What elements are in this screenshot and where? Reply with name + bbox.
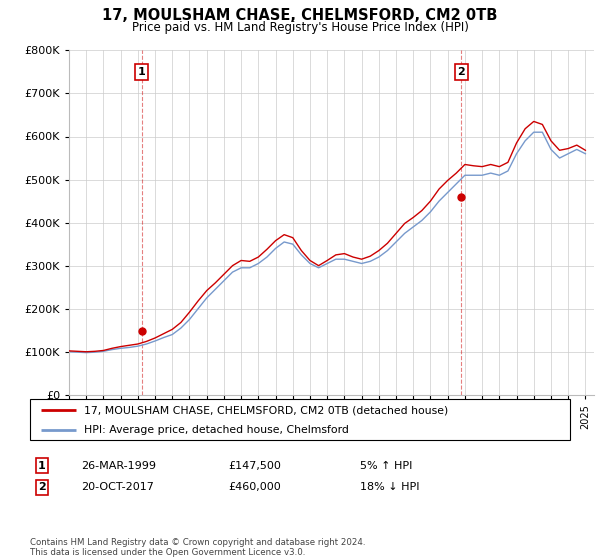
Text: 18% ↓ HPI: 18% ↓ HPI — [360, 482, 419, 492]
Text: Contains HM Land Registry data © Crown copyright and database right 2024.
This d: Contains HM Land Registry data © Crown c… — [30, 538, 365, 557]
Text: £147,500: £147,500 — [228, 461, 281, 471]
Text: 5% ↑ HPI: 5% ↑ HPI — [360, 461, 412, 471]
Text: £460,000: £460,000 — [228, 482, 281, 492]
FancyBboxPatch shape — [30, 399, 570, 440]
Text: 1: 1 — [138, 67, 146, 77]
Text: 2: 2 — [38, 482, 46, 492]
Text: 1: 1 — [38, 461, 46, 471]
Text: Price paid vs. HM Land Registry's House Price Index (HPI): Price paid vs. HM Land Registry's House … — [131, 21, 469, 34]
Text: 17, MOULSHAM CHASE, CHELMSFORD, CM2 0TB (detached house): 17, MOULSHAM CHASE, CHELMSFORD, CM2 0TB … — [84, 405, 448, 415]
Text: 26-MAR-1999: 26-MAR-1999 — [81, 461, 156, 471]
Text: 20-OCT-2017: 20-OCT-2017 — [81, 482, 154, 492]
Text: 17, MOULSHAM CHASE, CHELMSFORD, CM2 0TB: 17, MOULSHAM CHASE, CHELMSFORD, CM2 0TB — [103, 8, 497, 24]
Text: HPI: Average price, detached house, Chelmsford: HPI: Average price, detached house, Chel… — [84, 424, 349, 435]
Text: 2: 2 — [458, 67, 466, 77]
